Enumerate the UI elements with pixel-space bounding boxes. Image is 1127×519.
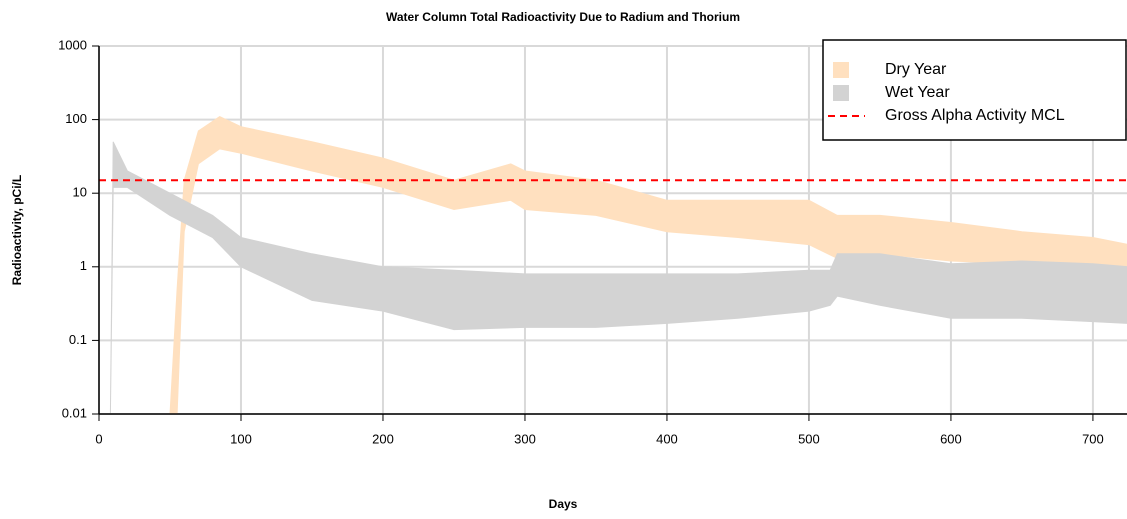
y-tick-label: 10: [73, 185, 87, 200]
legend-swatch: [833, 62, 849, 78]
x-tick-label: 400: [656, 431, 678, 446]
y-tick-label: 1: [80, 258, 87, 273]
y-axis-label: Radioactivity, pCi/L: [10, 175, 24, 285]
x-tick-label: 0: [95, 431, 102, 446]
y-tick-label: 0.1: [69, 332, 87, 347]
band: [109, 141, 1127, 415]
legend-label: Wet Year: [885, 84, 950, 101]
legend-label: Dry Year: [885, 61, 947, 78]
x-tick-label: 600: [940, 431, 962, 446]
band: [169, 116, 1127, 415]
legend-swatch: [833, 85, 849, 101]
legend-label: Gross Alpha Activity MCL: [885, 107, 1065, 124]
x-tick-label: 300: [514, 431, 536, 446]
y-tick-label: 100: [65, 111, 87, 126]
x-tick-label: 200: [372, 431, 394, 446]
legend-box: [822, 39, 1127, 141]
x-tick-label: 500: [798, 431, 820, 446]
x-tick-label: 700: [1082, 431, 1104, 446]
x-tick-label: 100: [230, 431, 252, 446]
chart-title: Water Column Total Radioactivity Due to …: [386, 10, 740, 24]
x-axis-label: Days: [549, 497, 578, 511]
y-tick-label: 0.01: [62, 405, 87, 420]
y-tick-label: 1000: [58, 37, 87, 52]
